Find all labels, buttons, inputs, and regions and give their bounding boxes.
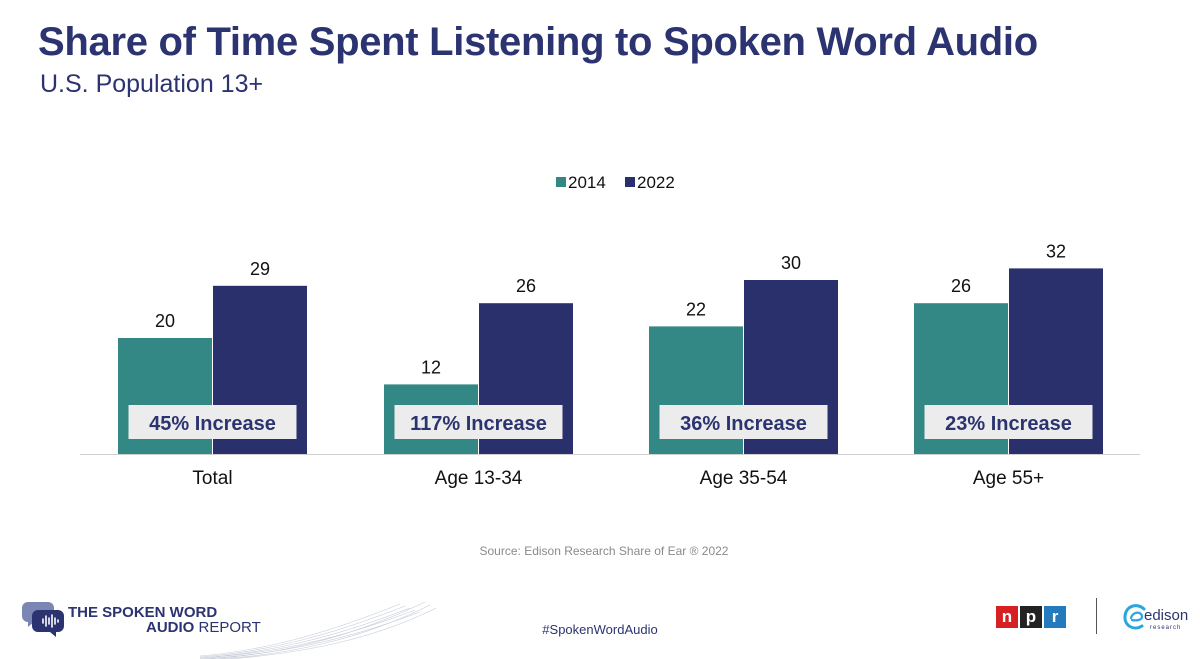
wave-lines-graphic <box>200 601 437 659</box>
data-label-2014-1: 12 <box>421 357 441 377</box>
npr-letter-r: r <box>1044 606 1066 628</box>
data-label-2022-0: 29 <box>250 259 270 279</box>
increase-box-2 <box>659 405 828 439</box>
edison-name: edison <box>1144 607 1189 624</box>
increase-label-2: 36% Increase <box>680 413 807 435</box>
logo-divider <box>1096 598 1097 634</box>
chart-title: Share of Time Spent Listening to Spoken … <box>38 20 1038 64</box>
category-label-3: Age 55+ <box>973 468 1044 489</box>
increase-box-0 <box>128 405 297 439</box>
hashtag: #SpokenWordAudio <box>542 622 658 637</box>
bar-chart: 20 29 45% Increase Total 12 26 117% Increase Ag… <box>80 173 1140 489</box>
spoken-word-report-logo: THE SPOKEN WORD AUDIO REPORT <box>20 596 440 659</box>
data-label-2014-2: 22 <box>686 299 706 319</box>
category-label-0: Total <box>192 468 232 489</box>
data-label-2022-1: 26 <box>516 276 536 296</box>
data-label-2022-2: 30 <box>781 253 801 273</box>
category-label-1: Age 13-34 <box>435 468 523 489</box>
legend-label-2022: 2022 <box>637 173 675 192</box>
report-title-line2: AUDIO REPORT <box>146 619 261 636</box>
source-note: Source: Edison Research Share of Ear ® 2… <box>479 544 729 558</box>
report-title-line1: THE SPOKEN WORD <box>68 604 218 621</box>
chat-bubble-icon <box>22 602 64 637</box>
increase-label-0: 45% Increase <box>149 413 276 435</box>
category-label-2: Age 35-54 <box>700 468 788 489</box>
legend-label-2014: 2014 <box>568 173 606 192</box>
increase-label-1: 117% Increase <box>410 413 547 435</box>
npr-letter-n: n <box>996 606 1018 628</box>
npr-letter-p: p <box>1020 606 1042 628</box>
data-label-2014-3: 26 <box>951 276 971 296</box>
report-title-bold: AUDIO <box>146 619 195 636</box>
data-label-2022-3: 32 <box>1046 241 1066 261</box>
report-title-light: REPORT <box>198 619 261 636</box>
chart-subtitle: U.S. Population 13+ <box>40 70 264 98</box>
edison-research-logo: edison research <box>1122 601 1198 641</box>
edison-swirl-icon <box>1123 604 1146 630</box>
increase-label-3: 23% Increase <box>945 413 1072 435</box>
legend-swatch-2014 <box>556 177 566 187</box>
edison-subtitle: research <box>1150 625 1182 631</box>
increase-box-3 <box>924 405 1093 439</box>
data-label-2014-0: 20 <box>155 311 175 331</box>
npr-logo: n p r <box>996 606 1066 628</box>
increase-box-1 <box>394 405 563 439</box>
legend-swatch-2022 <box>625 177 635 187</box>
